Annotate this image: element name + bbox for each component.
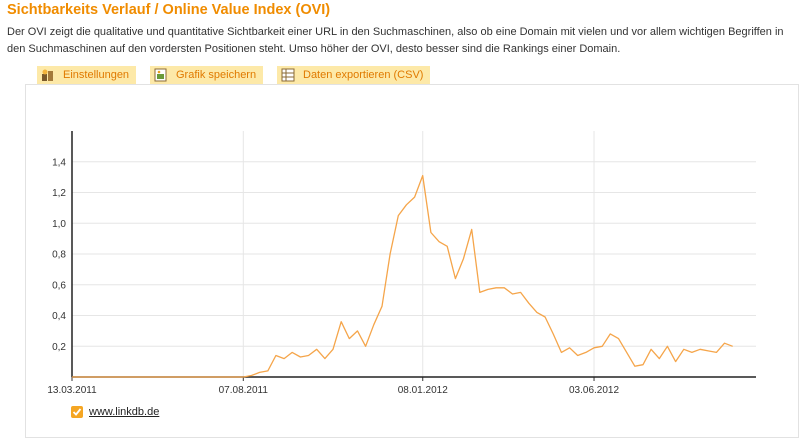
export-csv-button[interactable]: Daten exportieren (CSV) [277, 66, 430, 84]
settings-button[interactable]: Einstellungen [37, 66, 136, 84]
y-tick-label: 0,8 [52, 250, 66, 261]
y-tick-label: 0,6 [52, 280, 66, 291]
table-export-icon [281, 68, 295, 82]
ovi-line-chart: 0,2 0,4 0,6 0,8 1,0 1,2 1,4 13.03.2011 07.08.201… [47, 131, 756, 396]
y-tick-label: 1,2 [52, 188, 66, 199]
legend-label[interactable]: www.linkdb.de [89, 406, 160, 418]
y-tick-label: 1,0 [52, 219, 66, 230]
export-csv-label: Daten exportieren (CSV) [303, 69, 424, 81]
chart-panel: 0,2 0,4 0,6 0,8 1,0 1,2 1,4 13.03.2011 07.08.201… [25, 84, 799, 438]
settings-icon [42, 69, 53, 81]
x-tick-label: 03.06.2012 [569, 385, 619, 396]
checkmark-icon [72, 408, 82, 416]
save-chart-label: Grafik speichern [176, 69, 257, 81]
x-tick-label: 13.03.2011 [47, 385, 97, 396]
page-title: Sichtbarkeits Verlauf / Online Value Ind… [7, 2, 331, 18]
x-tick-label: 08.01.2012 [398, 385, 448, 396]
series-line-www.linkdb.de [72, 174, 733, 378]
legend-checkbox[interactable] [71, 406, 83, 418]
y-tick-label: 1,4 [52, 157, 66, 168]
save-chart-button[interactable]: Grafik speichern [150, 66, 263, 84]
y-tick-label: 0,4 [52, 311, 66, 322]
image-save-icon [154, 68, 167, 82]
x-tick-label: 07.08.2011 [219, 385, 269, 396]
y-tick-label: 0,2 [52, 342, 66, 353]
page-description: Der OVI zeigt die qualitative und quanti… [7, 26, 784, 55]
settings-label: Einstellungen [63, 69, 130, 81]
